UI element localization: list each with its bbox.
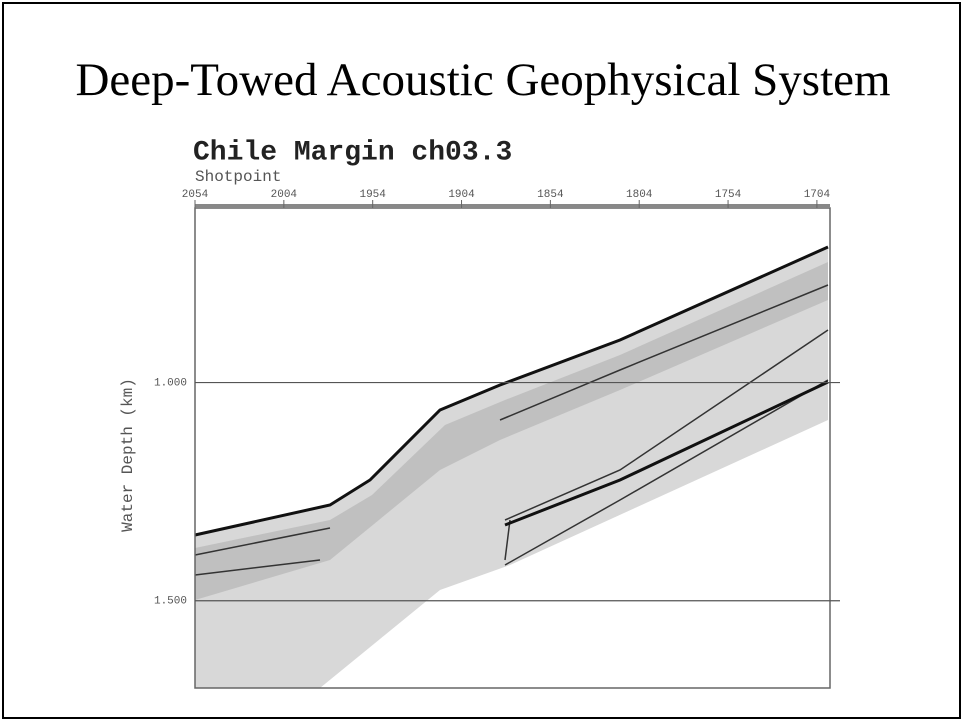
x-tick-label: 1804 (626, 189, 653, 201)
top-axis-bar (195, 204, 830, 208)
x-tick-label: 1704 (804, 189, 831, 201)
x-tick-label: 2054 (182, 189, 209, 201)
x-tick-label: 1954 (359, 189, 386, 201)
x-tick-label: 2004 (271, 189, 298, 201)
y-tick-label: 1.000 (154, 377, 187, 389)
seismic-image (194, 245, 829, 688)
x-tick-label: 1904 (448, 189, 475, 201)
sub-reflector (194, 284, 829, 576)
seismic-layer (195, 262, 828, 600)
chart-title: Chile Margin ch03.3 (193, 137, 512, 168)
y-axis-label: Water Depth (km) (119, 378, 137, 532)
y-tick-label: 1.500 (154, 596, 187, 608)
seafloor-reflector (194, 245, 829, 537)
x-tick-label: 1854 (537, 189, 564, 201)
slide-title: Deep-Towed Acoustic Geophysical System (75, 54, 890, 106)
x-tick-label: 1754 (715, 189, 742, 201)
deep-reflector (504, 380, 829, 527)
x-axis-label: Shotpoint (195, 168, 281, 186)
